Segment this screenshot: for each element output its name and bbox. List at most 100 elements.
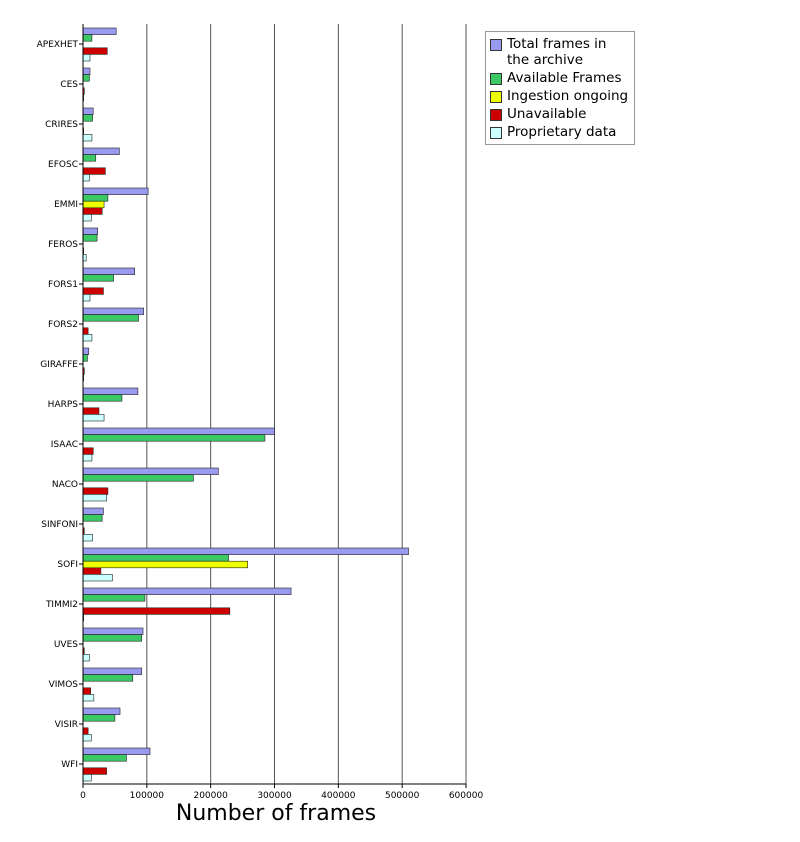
- x-tick-label-2: 200000: [193, 791, 228, 801]
- bar-isaac-series-0: [82, 427, 275, 435]
- legend-label-0: Total frames in the archive: [507, 36, 607, 68]
- bar-emmi-series-4: [82, 214, 92, 222]
- legend-swatch-3: [490, 109, 502, 121]
- bar-crires-series-4: [82, 134, 93, 142]
- legend-swatch-4: [490, 127, 502, 139]
- legend-item-3: Unavailable: [486, 105, 634, 123]
- legend-item-1: Available Frames: [486, 69, 634, 87]
- y-tick-label-uves: UVES: [54, 640, 78, 650]
- bar-sofi-series-0: [82, 547, 409, 555]
- y-tick-label-sofi: SOFI: [57, 560, 78, 570]
- bar-wfi-series-4: [82, 774, 92, 782]
- y-tick-label-feros: FEROS: [48, 240, 78, 250]
- legend-swatch-0: [490, 39, 502, 51]
- y-tick-label-wfi: WFI: [61, 760, 78, 770]
- bar-emmi-series-1: [82, 194, 109, 202]
- bar-fors1-series-3: [82, 287, 104, 295]
- bar-emmi-series-0: [82, 187, 149, 195]
- bar-wfi-series-1: [82, 754, 127, 762]
- y-tick-label-fors1: FORS1: [48, 280, 78, 290]
- bar-harps-series-1: [82, 394, 123, 402]
- y-tick-label-isaac: ISAAC: [51, 440, 78, 450]
- bar-feros-series-0: [82, 227, 98, 235]
- bar-naco-series-1: [82, 474, 194, 482]
- bar-group: [82, 27, 409, 782]
- legend-label-1: Available Frames: [507, 70, 622, 86]
- bar-harps-series-3: [82, 407, 100, 415]
- bar-timmi2-series-3: [82, 607, 231, 615]
- bar-vimos-series-1: [82, 674, 134, 682]
- bar-fors1-series-4: [82, 294, 91, 302]
- x-tick-label-6: 600000: [449, 791, 484, 801]
- legend-label-3: Unavailable: [507, 106, 587, 122]
- y-tick-label-efosc: EFOSC: [48, 160, 78, 170]
- bar-timmi2-series-0: [82, 587, 292, 595]
- grid-lines: [146, 24, 467, 784]
- y-tick-label-sinfoni: SINFONI: [41, 520, 78, 530]
- bar-ces-series-1: [82, 74, 90, 82]
- bar-wfi-series-3: [82, 767, 107, 775]
- bar-apexhet-series-0: [82, 27, 117, 35]
- bar-uves-series-4: [82, 654, 90, 662]
- x-tick-label-1: 100000: [130, 791, 165, 801]
- bar-vimos-series-0: [82, 667, 143, 675]
- bar-sofi-series-3: [82, 567, 102, 575]
- bar-naco-series-3: [82, 487, 109, 495]
- x-tick-label-5: 500000: [385, 791, 420, 801]
- bar-efosc-series-0: [82, 147, 120, 155]
- y-tick-label-timmi2: TIMMI2: [45, 600, 78, 610]
- y-tick-label-fors2: FORS2: [48, 320, 78, 330]
- bar-harps-series-0: [82, 387, 139, 395]
- bar-isaac-series-3: [82, 447, 94, 455]
- bar-emmi-series-3: [82, 207, 103, 215]
- x-tick-label-0: 0: [80, 791, 86, 801]
- bar-fors1-series-1: [82, 274, 114, 282]
- x-tick-label-4: 400000: [321, 791, 356, 801]
- y-tick-label-visir: VISIR: [55, 720, 78, 730]
- bar-efosc-series-4: [82, 174, 90, 182]
- bar-isaac-series-1: [82, 434, 266, 442]
- legend-item-4: Proprietary data: [486, 123, 634, 141]
- bar-vimos-series-4: [82, 694, 95, 702]
- bar-sofi-series-1: [82, 554, 229, 562]
- legend: Total frames in the archive Available Fra…: [485, 31, 635, 145]
- bar-uves-series-0: [82, 627, 144, 635]
- bar-giraffe-series-1: [82, 354, 88, 362]
- bar-wfi-series-0: [82, 747, 151, 755]
- bar-apexhet-series-3: [82, 47, 108, 55]
- bar-giraffe-series-0: [82, 347, 90, 355]
- bar-vimos-series-3: [82, 687, 91, 695]
- bar-fors2-series-4: [82, 334, 93, 342]
- bar-visir-series-0: [82, 707, 121, 715]
- y-tick-label-emmi: EMMI: [54, 200, 78, 210]
- bar-efosc-series-3: [82, 167, 106, 175]
- legend-item-2: Ingestion ongoing: [486, 87, 634, 105]
- legend-swatch-2: [490, 91, 502, 103]
- y-tick-label-ces: CES: [60, 80, 78, 90]
- bar-sofi-series-2: [82, 560, 248, 569]
- bar-naco-series-4: [82, 494, 107, 502]
- bar-ces-series-0: [82, 67, 91, 75]
- bar-efosc-series-1: [82, 154, 97, 162]
- y-tick-label-harps: HARPS: [48, 400, 79, 410]
- x-axis-label: Number of frames: [176, 801, 376, 826]
- bar-timmi2-series-1: [82, 594, 146, 602]
- bar-crires-series-0: [82, 107, 94, 115]
- x-tick-label-3: 300000: [257, 791, 292, 801]
- bar-fors2-series-3: [82, 327, 89, 335]
- bar-harps-series-4: [82, 414, 105, 422]
- y-tick-label-giraffe: GIRAFFE: [40, 360, 78, 370]
- bar-apexhet-series-4: [82, 54, 91, 62]
- y-tick-label-apexhet: APEXHET: [37, 40, 79, 50]
- y-tick-label-vimos: VIMOS: [49, 680, 79, 690]
- x-axis-ticks: 0 100000 200000 300000 400000 500000 600000: [80, 784, 483, 801]
- bar-sinfoni-series-1: [82, 514, 103, 522]
- y-tick-label-crires: CRIRES: [45, 120, 78, 130]
- bar-apexhet-series-1: [82, 34, 93, 42]
- legend-item-0: Total frames in the archive: [486, 35, 634, 69]
- legend-swatch-1: [490, 73, 502, 85]
- bar-visir-series-1: [82, 714, 116, 722]
- bar-sofi-series-4: [82, 574, 113, 582]
- bar-crires-series-1: [82, 114, 93, 122]
